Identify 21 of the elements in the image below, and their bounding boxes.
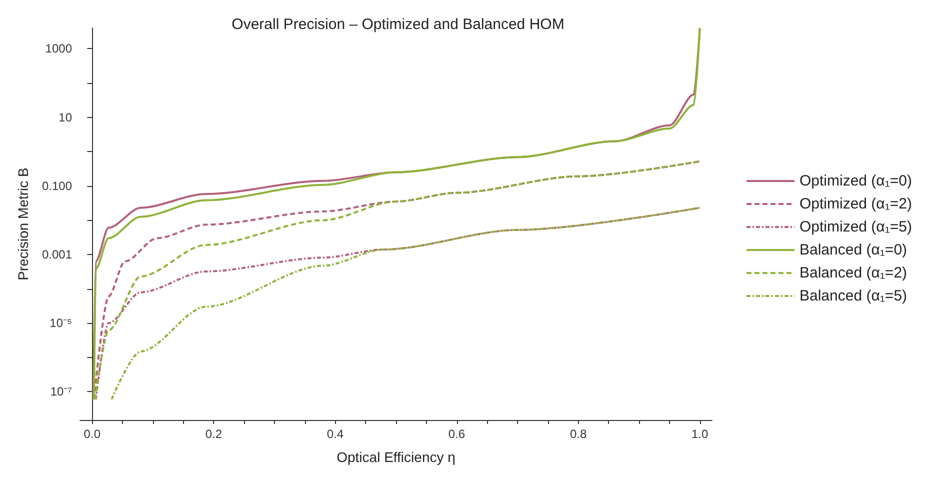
- x-tick-label: 1.0: [692, 427, 709, 441]
- legend-label: Optimized (α₁=2): [799, 196, 912, 212]
- x-tick-label: 0.0: [84, 427, 101, 441]
- legend-label: Optimized (α₁=0): [799, 172, 912, 190]
- y-tick-label: 0.100: [42, 178, 72, 193]
- x-tick-label: 0.2: [205, 427, 222, 441]
- legend-label: Balanced (α₁=2): [799, 264, 908, 282]
- x-tick-label: 0.4: [326, 427, 344, 441]
- y-axis-title: Precision Metric B: [15, 168, 31, 280]
- x-tick-label: 0.8: [570, 427, 587, 441]
- y-tick-label: 10⁻⁷: [50, 384, 72, 399]
- x-axis-title: Optical Efficiency η: [336, 449, 456, 465]
- x-tick-label: 0.6: [448, 427, 466, 441]
- legend-label: Balanced (α₁=0): [799, 242, 908, 258]
- y-tick-label: 10: [58, 110, 72, 124]
- legend-label: Optimized (α₁=5): [799, 218, 912, 236]
- legend-label: Balanced (α₁=5): [799, 288, 908, 304]
- y-tick-label: 10⁻⁵: [50, 316, 72, 330]
- chart-title: Overall Precision – Optimized and Balanced HOM: [232, 16, 564, 33]
- y-tick-label: 1000: [45, 42, 72, 56]
- y-tick-label: 0.001: [42, 248, 72, 262]
